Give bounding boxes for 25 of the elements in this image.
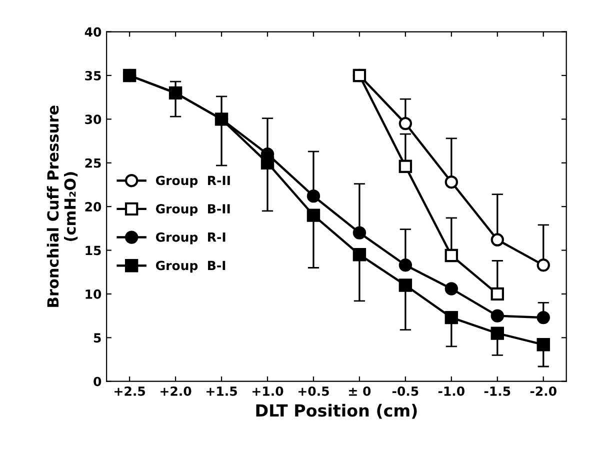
x-tick-label: +1.0 (252, 386, 284, 396)
y-tick-label: 30 (85, 114, 102, 124)
x-tick-label: +0.5 (298, 386, 329, 396)
y-tick-label: 40 (84, 27, 102, 37)
legend-label: Group B-I (156, 260, 226, 273)
legend-label: Group B-II (156, 204, 230, 216)
y-tick-label: 0 (94, 376, 102, 386)
x-tick-label: +2.0 (160, 386, 192, 396)
y-tick-label: 25 (85, 158, 101, 168)
x-tick-label: -0.5 (392, 386, 418, 396)
x-tick-label: -2.0 (530, 386, 556, 396)
y-tick-label: 5 (94, 333, 101, 343)
x-tick-label: -1.0 (438, 386, 464, 396)
x-tick-label: +1.5 (206, 386, 237, 396)
x-axis-title: DLT Position (cm) (256, 404, 417, 419)
x-tick-label: -1.5 (484, 386, 510, 396)
y-axis-title: Bronchial Cuff Pressure (cmH₂O) (46, 106, 78, 307)
legend-label: Group R-II (156, 176, 230, 188)
y-tick-label: 15 (86, 246, 101, 256)
x-tick-label: +2.5 (114, 386, 145, 396)
y-tick-label: 20 (85, 202, 102, 212)
y-tick-label: 35 (85, 70, 101, 80)
y-tick-label: 10 (86, 289, 102, 299)
legend-label: Group R-I (156, 232, 226, 244)
x-tick-label: ± 0 (349, 386, 371, 396)
